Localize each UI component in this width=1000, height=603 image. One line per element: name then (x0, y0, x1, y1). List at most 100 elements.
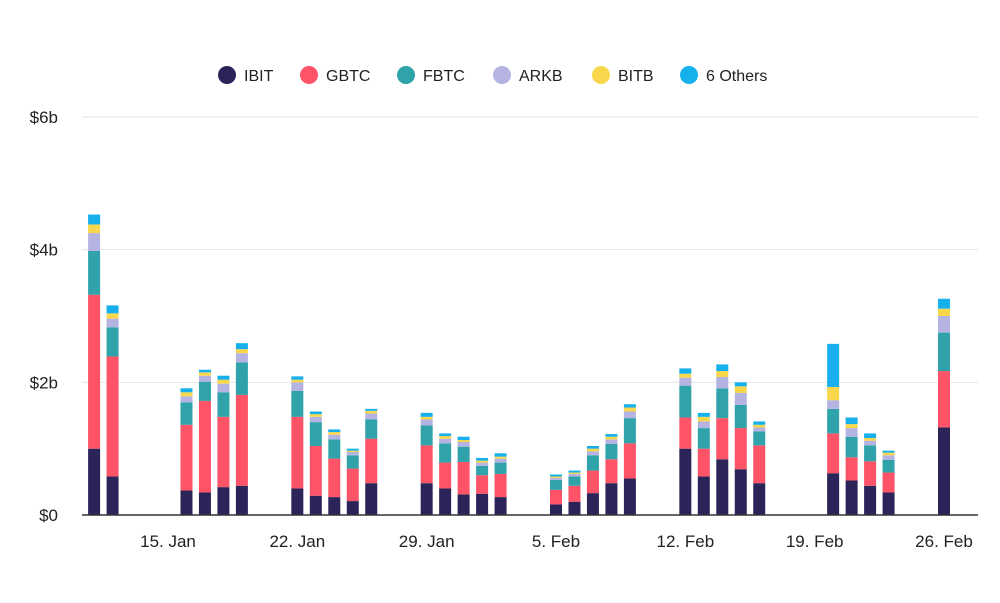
bar-segment-6-others[interactable] (623, 404, 636, 408)
bar-segment-arkb[interactable] (882, 455, 895, 460)
bar-segment-ibit[interactable] (586, 493, 599, 515)
bar-segment-arkb[interactable] (346, 451, 359, 456)
bar-segment-6-others[interactable] (864, 433, 877, 439)
bar-segment-fbtc[interactable] (623, 418, 636, 444)
bar-segment-bitb[interactable] (439, 436, 452, 439)
bar-segment-arkb[interactable] (476, 462, 489, 466)
bar-segment-arkb[interactable] (845, 428, 858, 437)
bar-segment-fbtc[interactable] (346, 455, 359, 469)
bar-segment-ibit[interactable] (365, 483, 378, 515)
bar-segment-bitb[interactable] (328, 432, 341, 435)
bar-segment-ibit[interactable] (494, 497, 507, 515)
bar-segment-bitb[interactable] (568, 472, 581, 474)
bar-segment-gbtc[interactable] (623, 443, 636, 479)
bar-segment-bitb[interactable] (845, 424, 858, 429)
bar-segment-ibit[interactable] (309, 495, 322, 515)
bar-segment-gbtc[interactable] (827, 433, 840, 474)
bar-segment-6-others[interactable] (180, 388, 193, 393)
bar-segment-6-others[interactable] (827, 343, 840, 387)
bar-segment-fbtc[interactable] (106, 327, 119, 357)
bar-segment-ibit[interactable] (882, 492, 895, 515)
bar-segment-fbtc[interactable] (439, 443, 452, 463)
bar-segment-fbtc[interactable] (734, 404, 747, 429)
bar-segment-ibit[interactable] (235, 485, 248, 515)
bar-segment-arkb[interactable] (623, 411, 636, 419)
bar-segment-ibit[interactable] (716, 459, 729, 515)
bar-segment-fbtc[interactable] (180, 402, 193, 425)
bar-segment-bitb[interactable] (217, 379, 230, 384)
legend-item-gbtc[interactable]: GBTC (300, 66, 370, 85)
bar-segment-ibit[interactable] (845, 480, 858, 515)
bar-segment-arkb[interactable] (457, 442, 470, 447)
bar-segment-bitb[interactable] (716, 371, 729, 378)
bar-segment-bitb[interactable] (734, 386, 747, 393)
bar-segment-fbtc[interactable] (568, 476, 581, 486)
bar-segment-fbtc[interactable] (586, 455, 599, 471)
bar-segment-fbtc[interactable] (328, 439, 341, 459)
bar-segment-ibit[interactable] (346, 501, 359, 515)
bar-segment-ibit[interactable] (439, 488, 452, 515)
bar-segment-bitb[interactable] (623, 407, 636, 412)
bar-segment-ibit[interactable] (605, 483, 618, 515)
bar-segment-bitb[interactable] (476, 460, 489, 463)
bar-segment-bitb[interactable] (827, 386, 840, 401)
bar-segment-6-others[interactable] (476, 457, 489, 461)
legend-item-6-others[interactable]: 6 Others (680, 66, 767, 85)
bar-segment-gbtc[interactable] (346, 468, 359, 502)
bar-segment-gbtc[interactable] (106, 356, 119, 477)
bar-segment-arkb[interactable] (679, 377, 692, 386)
bar-segment-arkb[interactable] (550, 477, 562, 480)
bar-segment-ibit[interactable] (476, 493, 489, 515)
bar-segment-arkb[interactable] (697, 421, 710, 429)
bar-segment-gbtc[interactable] (845, 457, 858, 481)
bar-segment-fbtc[interactable] (88, 250, 101, 295)
bar-segment-6-others[interactable] (309, 411, 322, 415)
bar-segment-ibit[interactable] (550, 504, 562, 515)
bar-segment-gbtc[interactable] (180, 424, 193, 491)
bar-segment-gbtc[interactable] (88, 294, 101, 449)
bar-segment-fbtc[interactable] (457, 446, 470, 462)
bar-segment-fbtc[interactable] (882, 459, 895, 473)
bar-segment-bitb[interactable] (291, 379, 304, 383)
bar-segment-ibit[interactable] (864, 485, 877, 515)
bar-segment-6-others[interactable] (106, 305, 119, 314)
legend-item-ibit[interactable]: IBIT (218, 66, 274, 85)
bar-segment-ibit[interactable] (457, 494, 470, 515)
bar-segment-arkb[interactable] (938, 316, 950, 333)
bar-segment-bitb[interactable] (586, 448, 599, 452)
legend-item-fbtc[interactable]: FBTC (397, 66, 465, 85)
bar-segment-arkb[interactable] (180, 396, 193, 403)
bar-segment-ibit[interactable] (734, 469, 747, 515)
bar-segment-ibit[interactable] (753, 483, 766, 515)
bar-segment-fbtc[interactable] (845, 436, 858, 458)
bar-segment-fbtc[interactable] (494, 462, 507, 474)
bar-segment-bitb[interactable] (180, 392, 193, 397)
bar-segment-ibit[interactable] (291, 488, 304, 515)
bar-segment-fbtc[interactable] (753, 431, 766, 446)
bar-segment-arkb[interactable] (494, 458, 507, 463)
bar-segment-gbtc[interactable] (882, 472, 895, 493)
bar-segment-fbtc[interactable] (309, 422, 322, 447)
bar-segment-arkb[interactable] (365, 413, 378, 420)
bar-segment-gbtc[interactable] (494, 473, 507, 498)
bar-segment-6-others[interactable] (845, 417, 858, 425)
bar-segment-ibit[interactable] (697, 476, 710, 515)
bar-segment-6-others[interactable] (88, 214, 101, 225)
bar-segment-gbtc[interactable] (586, 470, 599, 494)
bar-segment-6-others[interactable] (734, 382, 747, 387)
bar-segment-fbtc[interactable] (476, 465, 489, 476)
bar-segment-bitb[interactable] (882, 452, 895, 456)
bar-segment-6-others[interactable] (346, 448, 359, 451)
bar-segment-bitb[interactable] (679, 373, 692, 378)
bar-segment-gbtc[interactable] (420, 445, 433, 484)
bar-segment-ibit[interactable] (328, 497, 341, 515)
bar-segment-arkb[interactable] (568, 473, 581, 477)
bar-segment-gbtc[interactable] (309, 446, 322, 496)
bar-segment-bitb[interactable] (309, 414, 322, 417)
bar-segment-fbtc[interactable] (697, 428, 710, 449)
bar-segment-fbtc[interactable] (679, 385, 692, 418)
bar-segment-6-others[interactable] (697, 412, 710, 417)
bar-segment-bitb[interactable] (346, 450, 359, 452)
bar-segment-6-others[interactable] (605, 434, 618, 437)
bar-segment-gbtc[interactable] (198, 400, 211, 493)
